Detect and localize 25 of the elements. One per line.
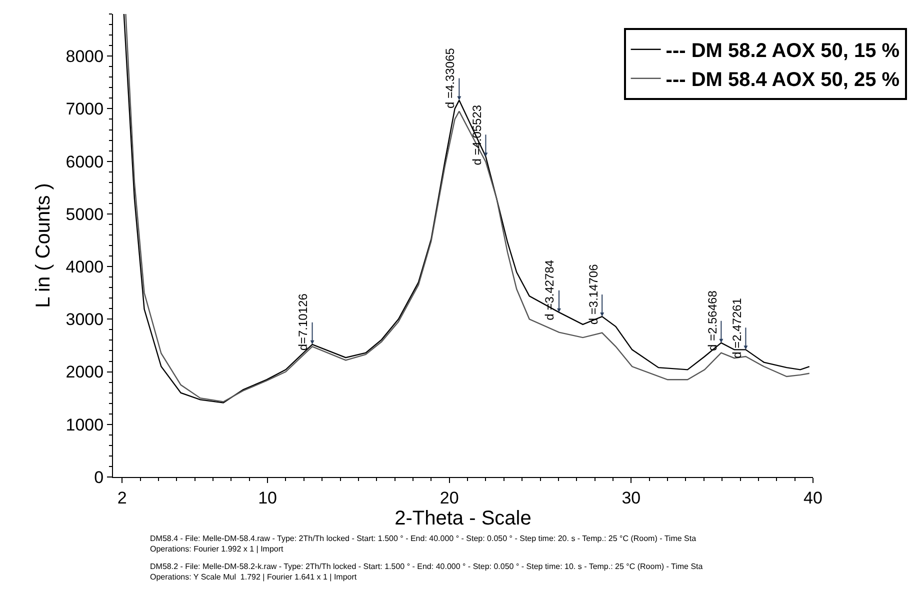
y-tick-label: 5000: [66, 204, 104, 224]
annotation: d =4.05523: [470, 104, 484, 166]
x-tick-label: 2: [117, 488, 127, 508]
y-tick-label: 2000: [66, 362, 104, 382]
text: DM58.2 - File: Melle-DM-58.2-k.raw - Type: 2Th/Th locked - Start: 1.500 ° - End: 40.000 ° - Step: 0.050 ° - Step time: 10. s - Temp.: 25 °C (Room) - Time Sta Operations: Y Scale Mul 1.792 | Fourier 1.641 x 1 | Import: [150, 562, 704, 582]
x-tick-label: 20: [440, 488, 459, 508]
annotation: d =4.33065: [442, 48, 457, 108]
annotation: d=7.10126: [296, 293, 310, 351]
y-tick-label: 1000: [66, 415, 104, 434]
x-tick-label: 30: [622, 488, 641, 508]
y-tick-label: 3000: [66, 310, 104, 330]
annotation: d =2.47261: [730, 298, 744, 358]
annotation: d =3.42784: [542, 260, 557, 320]
y-axis-title: L in ( Counts ): [32, 183, 54, 308]
x-tick-label: 40: [804, 488, 822, 508]
y-tick-label: 4000: [66, 258, 104, 276]
x-axis-title: 2-Theta - Scale: [394, 507, 532, 530]
text: DM58.4 - File: Melle-DM-58.4.raw - Type: 2Th/Th locked - Start: 1.500 ° - End: 40.000 ° - Step: 0.050 ° - Step time: 20. s - Temp.: 25 °C (Room) - Time Sta Operations: Fourier 1.992 x 1 | Import: [150, 534, 697, 554]
legend-label: --- DM 58.4 AOX 50, 25 %: [666, 69, 900, 92]
y-tick-label: 8000: [66, 47, 104, 66]
x-tick-label: 10: [258, 488, 278, 508]
y-tick-label: 7000: [66, 100, 104, 119]
y-tick-label: 6000: [66, 152, 104, 172]
legend-label: --- DM 58.2 AOX 50, 15 %: [666, 40, 900, 62]
y-tick-label: 0: [94, 468, 104, 487]
